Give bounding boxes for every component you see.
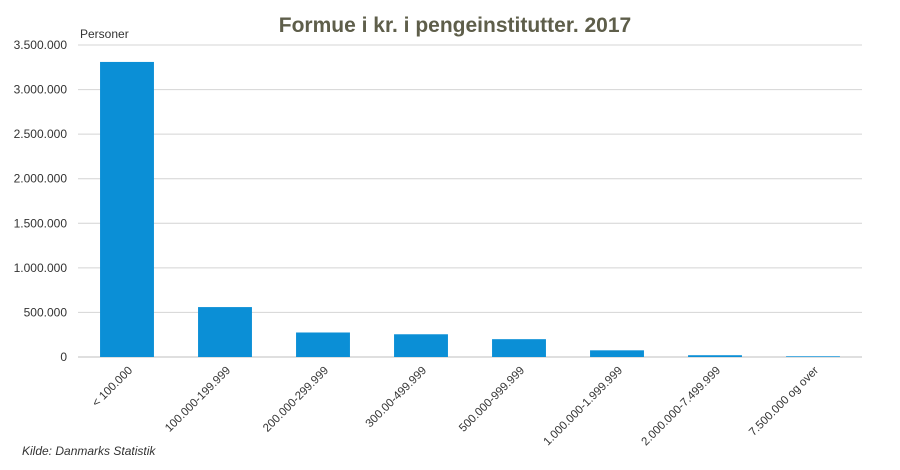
- y-tick-label: 1.500.000: [14, 216, 68, 230]
- y-tick-label: 1.000.000: [14, 261, 68, 275]
- y-tick-label: 0: [60, 350, 67, 364]
- bar: [198, 307, 252, 357]
- y-axis-unit-label: Personer: [80, 27, 129, 41]
- x-tick-label: 2.000.000-7.499.999: [640, 365, 724, 449]
- bar: [296, 332, 350, 357]
- y-tick-label: 2.000.000: [14, 172, 68, 186]
- y-tick-label: 500.000: [24, 305, 68, 319]
- gridlines: [78, 44, 862, 358]
- x-tick-label: 500.000-999.999: [457, 365, 527, 435]
- bars: [100, 61, 840, 358]
- x-tick-label: 300.00-499.999: [364, 365, 429, 430]
- y-tick-label: 3.000.000: [14, 83, 68, 97]
- bar: [492, 339, 546, 357]
- y-tick-label: 2.500.000: [14, 127, 68, 141]
- bar: [688, 355, 742, 357]
- source-note: Kilde: Danmarks Statistik: [22, 444, 156, 458]
- bar: [100, 61, 154, 358]
- x-tick-labels: < 100.000 100.000-199.999 200.000-299.999 3…: [90, 365, 821, 449]
- y-tick-label: 3.500.000: [14, 38, 68, 52]
- x-tick-label: 1.000.000-1.999.999: [542, 365, 626, 449]
- x-tick-label: < 100.000: [90, 365, 135, 410]
- x-tick-label: 100.000-199.999: [163, 365, 233, 435]
- bar: [786, 356, 840, 357]
- x-tick-label: 200.000-299.999: [261, 365, 331, 435]
- bar: [590, 350, 644, 357]
- bar: [394, 334, 448, 357]
- y-tick-labels: 0 500.000 1.000.000 1.500.000 2.000.000 2.500…: [14, 38, 68, 364]
- chart-title: Formue i kr. i pengeinstitutter. 2017: [279, 14, 631, 37]
- x-tick-label: 7.500.000 og over: [747, 365, 821, 439]
